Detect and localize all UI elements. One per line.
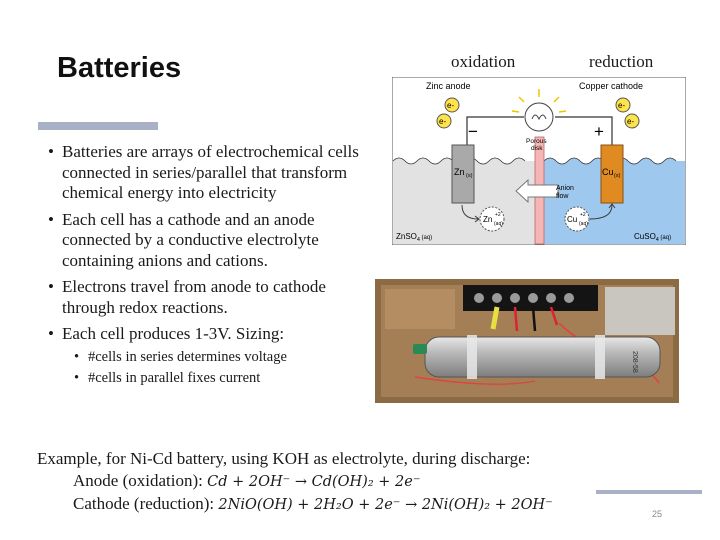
zinc-ion-icon [479,206,505,232]
anion-flow-label: flow [556,193,569,200]
footer-rule [596,490,702,494]
bullet-list: Batteries are arrays of electrochemical … [45,142,365,395]
battery-cell [424,336,661,378]
svg-text:(s): (s) [614,173,621,179]
cell-marking: 208-58 [631,351,638,373]
page-number: 25 [652,509,663,519]
bullet-item: Each cell produces 1-3V. Sizing: #cells … [45,324,365,389]
electron-icon: e- [436,113,452,129]
slide-title: Batteries [57,52,182,84]
cuso4-label: CuSO4 (aq) [634,232,671,243]
svg-text:Zn: Zn [483,215,492,224]
svg-text:(aq): (aq) [494,221,503,227]
nicd-example: Example, for Ni-Cd battery, using KOH as… [37,448,697,517]
bullet-text: Each cell produces 1-3V. Sizing: [62,324,285,343]
bullet-item: Electrons travel from anode to cathode t… [45,277,365,318]
cathode-equation-line: Cathode (reduction): 2NiO(OH) + 2H₂O + 2… [37,493,697,517]
sub-bullet-item: #cells in series determines voltage [62,347,365,368]
znso4-label: ZnSO4 (aq) [396,232,432,243]
anion-flow-arrow-icon [515,178,559,204]
anode-equation: Cd + 2OH⁻ → Cd(OH)₂ + 2e⁻ [207,473,421,490]
svg-text:e-: e- [447,101,454,110]
porous-disk-label: disk [531,145,543,152]
title-underline [38,122,158,130]
svg-text:+2: +2 [495,212,501,218]
anode-equation-line: Anode (oxidation): Cd + 2OH⁻ → Cd(OH)₂ +… [37,470,697,494]
copper-ion-icon [564,206,590,232]
negative-terminal: − [468,122,478,141]
sub-bullet-list: #cells in series determines voltage #cel… [62,347,365,389]
oxidation-label: oxidation [451,52,516,71]
svg-text:(s): (s) [466,173,473,179]
svg-text:e-: e- [627,117,634,126]
svg-text:Cu: Cu [602,167,614,177]
copper-electrode [600,144,624,204]
cathode-label: Cathode (reduction): [73,494,219,513]
example-intro: Example, for Ni-Cd battery, using KOH as… [37,449,531,468]
positive-terminal: + [594,122,604,141]
zinc-electrode [451,144,475,204]
svg-text:e-: e- [618,101,625,110]
anode-label: Anode (oxidation): [73,470,208,490]
svg-text:Zn: Zn [454,167,465,177]
zinc-anode-label: Zinc anode [426,81,471,91]
light-bulb-icon [511,89,567,132]
bullet-item: Batteries are arrays of electrochemical … [45,142,365,204]
svg-text:(aq): (aq) [579,221,588,227]
bullet-item: Each cell has a cathode and an anode con… [45,210,365,272]
electron-icon: e- [624,113,640,129]
cathode-equation: 2NiO(OH) + 2H₂O + 2e⁻ → 2Ni(OH)₂ + 2OH⁻ [218,497,553,513]
svg-text:Cu: Cu [567,215,577,224]
anion-flow-label: Anion [556,185,574,192]
svg-text:e-: e- [439,117,446,126]
copper-cathode-label: Copper cathode [579,81,643,91]
svg-text:+2: +2 [580,212,586,218]
galvanic-cell-diagram: e- e- e- e- Zinc anode Copper cathode − … [392,77,686,245]
electron-icon: e- [615,97,631,113]
porous-disk-label: Porous [526,138,547,145]
reduction-label: reduction [589,52,654,71]
electron-icon: e- [444,97,460,113]
sub-bullet-item: #cells in parallel fixes current [62,368,365,389]
nicd-battery-photo: 208-58 [375,279,679,403]
